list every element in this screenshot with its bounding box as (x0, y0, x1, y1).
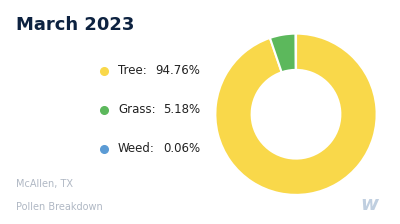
Text: McAllen, TX: McAllen, TX (16, 179, 73, 189)
Text: March 2023: March 2023 (16, 16, 134, 34)
Wedge shape (215, 34, 377, 195)
Text: Grass:: Grass: (118, 103, 156, 116)
Text: w: w (360, 195, 378, 214)
Text: 0.06%: 0.06% (163, 142, 200, 155)
Text: Tree:: Tree: (118, 64, 147, 77)
Text: Weed:: Weed: (118, 142, 155, 155)
Wedge shape (270, 34, 296, 72)
Text: 5.18%: 5.18% (163, 103, 200, 116)
Text: 94.76%: 94.76% (155, 64, 200, 77)
Text: Pollen Breakdown: Pollen Breakdown (16, 202, 103, 212)
